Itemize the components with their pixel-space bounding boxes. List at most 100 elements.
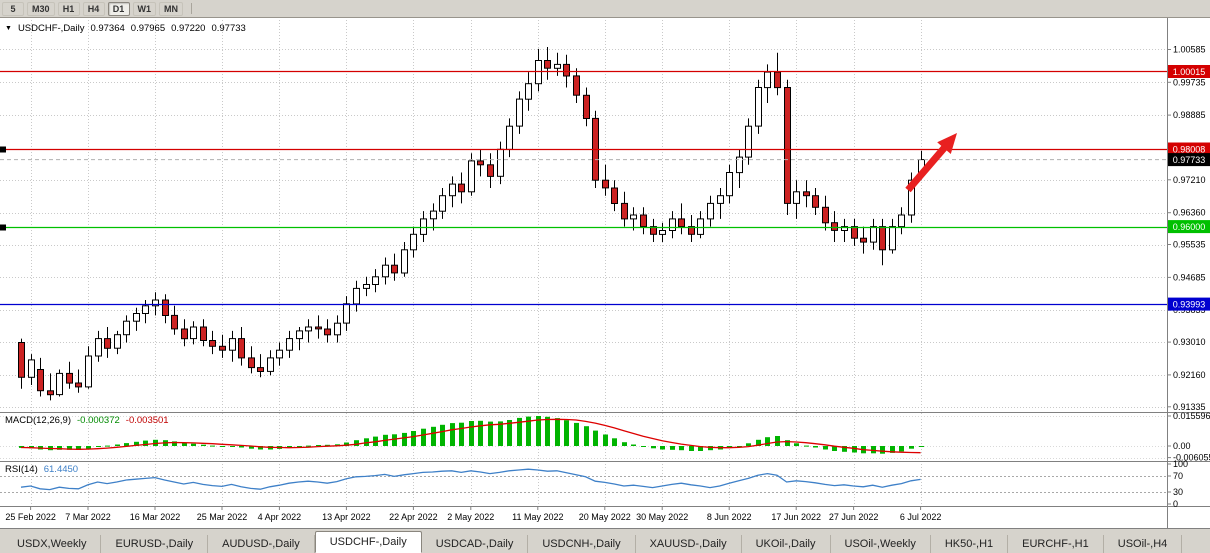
macd-bar	[191, 443, 196, 446]
hline-handle[interactable]	[0, 224, 6, 231]
tab-audusd-daily[interactable]: AUDUSD-,Daily	[208, 535, 315, 553]
macd-bar	[115, 444, 120, 446]
pane-separators[interactable]	[0, 18, 1210, 528]
hline-handle[interactable]	[0, 146, 6, 153]
tab-eurusd-daily[interactable]: EURUSD-,Daily	[101, 535, 209, 553]
candle	[602, 179, 609, 189]
candle	[152, 299, 159, 307]
tab-usoil-h4[interactable]: USOil-,H4	[1104, 535, 1183, 553]
macd-bar	[134, 441, 139, 446]
macd-bar	[526, 416, 531, 446]
candle	[736, 156, 743, 174]
rsi-line	[20, 468, 921, 491]
timeframe-button-h4[interactable]: H4	[82, 1, 105, 16]
rsi-indicator	[0, 468, 1167, 493]
candle	[363, 284, 370, 289]
macd-bar	[564, 420, 569, 446]
candle	[803, 191, 810, 197]
horizontal-lines-layer[interactable]	[0, 70, 1167, 306]
price-axis-label: 0.96360	[1173, 208, 1206, 218]
macd-bar	[852, 446, 857, 453]
price-badge-0.93993-text: 0.93993	[1173, 300, 1206, 310]
macd-bar	[344, 442, 349, 446]
timeframe-button-5[interactable]: 5	[2, 1, 24, 16]
candle	[123, 320, 130, 336]
candle	[583, 94, 590, 120]
candle	[85, 355, 92, 388]
tab-xauusd-daily[interactable]: XAUUSD-,Daily	[636, 535, 742, 553]
candle	[688, 226, 695, 235]
candle	[784, 87, 791, 204]
price-axis[interactable]: 1.00585 0.99735 0.98885 0.97210 0.96360 0.955…	[1167, 45, 1210, 510]
toolbar-separator	[191, 3, 193, 14]
macd-bar	[421, 428, 426, 446]
macd-bar	[182, 442, 187, 446]
candle	[296, 330, 303, 340]
tab-eurchf-h1[interactable]: EURCHF-,H1	[1008, 535, 1104, 553]
candle	[114, 334, 121, 349]
date-label: 27 Jun 2022	[829, 512, 879, 522]
macd-bar	[392, 434, 397, 446]
macd-bar	[603, 434, 608, 446]
candle	[554, 63, 561, 69]
date-axis[interactable]: 25 Feb 2022 7 Mar 2022 16 Mar 2022 25 Mar 2…	[5, 506, 941, 522]
trend-arrow[interactable]	[905, 133, 957, 193]
candle	[516, 98, 523, 127]
timeframe-button-m30[interactable]: M30	[27, 1, 55, 16]
timeframe-button-h1[interactable]: H1	[57, 1, 80, 16]
candle	[162, 299, 169, 316]
candle	[66, 372, 73, 384]
macd-name: MACD(12,26,9)	[5, 415, 71, 426]
macd-bar	[756, 439, 761, 446]
tab-usdx-weekly[interactable]: USDX,Weekly	[3, 535, 102, 553]
macd-bar	[507, 420, 512, 446]
macd-bar	[230, 446, 235, 447]
candle	[879, 226, 886, 251]
timeframe-button-mn[interactable]: MN	[159, 1, 184, 16]
current-price-badge-text: 0.97733	[1173, 155, 1206, 165]
date-label: 25 Feb 2022	[5, 512, 56, 522]
candle	[908, 179, 915, 216]
macd-bar	[890, 446, 895, 453]
macd-bar	[842, 446, 847, 452]
timeframe-button-w1[interactable]: W1	[132, 1, 157, 16]
macd-bar	[631, 444, 636, 446]
date-label: 20 May 2022	[579, 512, 631, 522]
candle	[171, 314, 178, 330]
candle	[889, 226, 896, 251]
macd-bar	[459, 422, 464, 446]
macd-bar	[76, 446, 81, 450]
candle	[898, 214, 905, 228]
tab-usoil-weekly[interactable]: USOil-,Weekly	[831, 535, 931, 553]
candle	[18, 342, 25, 378]
tab-usdcnh-daily[interactable]: USDCNH-,Daily	[528, 535, 636, 553]
chart-window[interactable]: 1.00585 0.99735 0.98885 0.97210 0.96360 0.955…	[0, 18, 1210, 528]
macd-bar	[765, 437, 770, 446]
tab-usdcad-daily[interactable]: USDCAD-,Daily	[422, 535, 529, 553]
macd-bar	[545, 416, 550, 446]
tab-ukoil-daily[interactable]: UKOil-,Daily	[742, 535, 831, 553]
candle	[630, 214, 637, 220]
tab-hk50-h1[interactable]: HK50-,H1	[931, 535, 1009, 553]
candle	[841, 226, 848, 232]
macd-bar	[584, 426, 589, 446]
timeframe-button-d1[interactable]: D1	[107, 1, 130, 16]
macd-bar	[325, 444, 330, 446]
macd-bar	[622, 442, 627, 446]
timeframe-toolbar: 5 M30 H1 H4 D1 W1 MN	[0, 0, 1210, 18]
candle	[678, 218, 685, 228]
candle	[544, 60, 551, 69]
macd-bar	[431, 426, 436, 446]
macd-bar	[488, 421, 493, 446]
price-axis-label: 1.00585	[1173, 45, 1206, 55]
macd-bar	[450, 423, 455, 446]
symbol-marker-icon: ▼	[5, 25, 12, 32]
candle	[717, 195, 724, 204]
tab-usdchf-daily[interactable]: USDCHF-,Daily	[314, 531, 422, 553]
chart-canvas[interactable]: 1.00585 0.99735 0.98885 0.97210 0.96360 0.955…	[0, 18, 1210, 528]
candle	[650, 226, 657, 235]
price-badge-0.96000	[1168, 220, 1210, 234]
date-label: 2 May 2022	[447, 512, 494, 522]
candle	[56, 372, 63, 396]
macd-bar	[201, 444, 206, 446]
